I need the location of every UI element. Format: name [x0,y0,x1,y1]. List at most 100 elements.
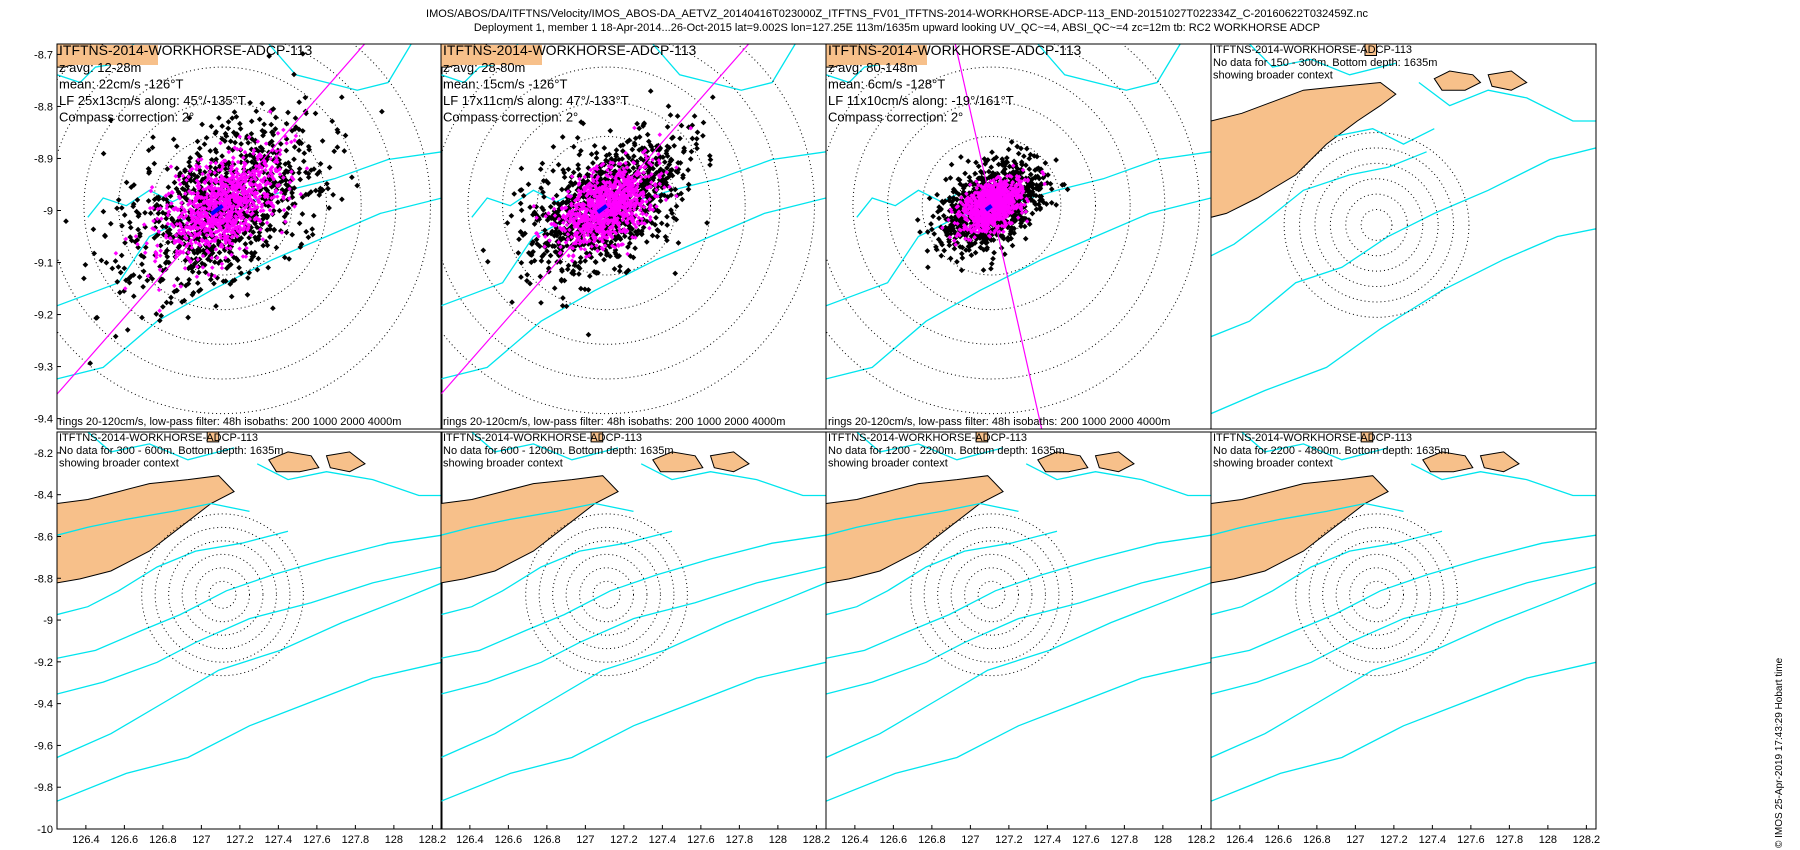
lowpass-velocity-point [149,185,155,190]
raw-velocity-point [185,314,191,321]
raw-velocity-point [155,210,162,217]
raw-velocity-point [654,233,661,240]
raw-velocity-point [565,166,572,173]
raw-velocity-point [236,237,243,244]
raw-velocity-point [624,138,631,145]
raw-velocity-point [544,248,550,255]
raw-velocity-point [142,244,149,251]
lowpass-velocity-point [270,147,275,153]
raw-velocity-point [163,215,170,222]
lowpass-velocity-point [271,176,277,182]
raw-velocity-point [617,142,624,149]
raw-velocity-point [675,240,682,246]
raw-velocity-point [256,116,263,123]
raw-velocity-point [114,205,120,212]
raw-velocity-point [1037,197,1043,204]
raw-velocity-point [613,151,619,158]
raw-velocity-point [537,273,544,280]
raw-velocity-point [133,208,140,215]
raw-velocity-point [572,192,578,198]
raw-velocity-point [597,251,604,258]
raw-velocity-point [557,235,564,241]
raw-velocity-point [953,189,959,195]
raw-velocity-point [1005,235,1011,241]
raw-velocity-point [674,113,681,119]
raw-velocity-point [577,254,584,261]
raw-velocity-point [87,360,94,367]
raw-velocity-point [254,266,261,273]
lowpass-velocity-point [298,191,304,197]
raw-velocity-point [149,144,156,151]
raw-velocity-point [270,305,276,312]
raw-velocity-point [297,176,304,183]
raw-velocity-point [170,136,177,143]
raw-velocity-point [285,109,291,116]
raw-velocity-point [281,213,288,220]
raw-velocity-point [349,174,355,181]
raw-velocity-point [286,256,292,262]
raw-velocity-point [186,163,193,170]
lowpass-velocity-point [231,155,236,161]
raw-velocity-point [130,203,137,210]
raw-velocity-point [990,255,996,262]
raw-velocity-point [664,222,671,228]
raw-velocity-point [538,185,544,192]
lowpass-velocity-point [173,173,179,179]
raw-velocity-point [1019,161,1025,168]
raw-velocity-point [1026,221,1033,227]
raw-velocity-point [326,164,333,171]
raw-velocity-point [302,169,309,176]
raw-velocity-point [616,268,623,274]
raw-velocity-point [135,226,141,233]
raw-velocity-point [270,131,277,138]
raw-velocity-point [538,299,544,306]
raw-velocity-point [262,185,269,192]
raw-velocity-point [234,257,241,264]
lowpass-velocity-point [293,133,299,139]
raw-velocity-point [136,233,143,240]
raw-velocity-point [145,165,152,172]
raw-velocity-point [182,167,188,173]
raw-velocity-point [1038,180,1045,187]
raw-velocity-point [524,271,531,278]
raw-velocity-point [292,115,299,121]
raw-velocity-point [103,259,110,266]
raw-velocity-point [222,138,228,144]
raw-velocity-point [157,263,163,270]
speed-ring [826,44,1166,380]
raw-velocity-point [938,252,945,259]
raw-velocity-point [520,217,527,224]
raw-velocity-point [666,161,673,168]
raw-velocity-point [237,120,243,127]
raw-velocity-point [252,138,259,145]
raw-velocity-point [82,261,89,268]
raw-velocity-point [224,265,230,272]
raw-velocity-point [540,189,546,196]
raw-velocity-point [1026,166,1033,172]
isobath-line [1037,44,1181,91]
raw-velocity-point [928,221,934,227]
raw-velocity-point [150,134,156,141]
raw-velocity-point [128,237,135,244]
raw-velocity-point [1030,185,1037,192]
raw-velocity-point [700,119,707,126]
raw-velocity-point [537,166,544,173]
raw-velocity-point [245,139,252,146]
raw-velocity-point [518,165,525,172]
raw-velocity-point [570,169,577,176]
raw-velocity-point [139,314,145,321]
raw-velocity-point [652,221,658,228]
raw-velocity-point [664,165,670,171]
raw-velocity-point [691,113,698,119]
raw-velocity-point [985,157,991,163]
mean-velocity-arrow [596,204,608,214]
lowpass-velocity-point [258,208,264,214]
raw-velocity-point [663,150,670,157]
raw-velocity-point [229,237,236,244]
isobath-line [441,197,826,380]
raw-velocity-point [542,227,548,234]
raw-velocity-point [593,150,600,156]
raw-velocity-point [140,254,147,260]
raw-velocity-point [632,245,638,252]
raw-velocity-point [213,303,219,309]
